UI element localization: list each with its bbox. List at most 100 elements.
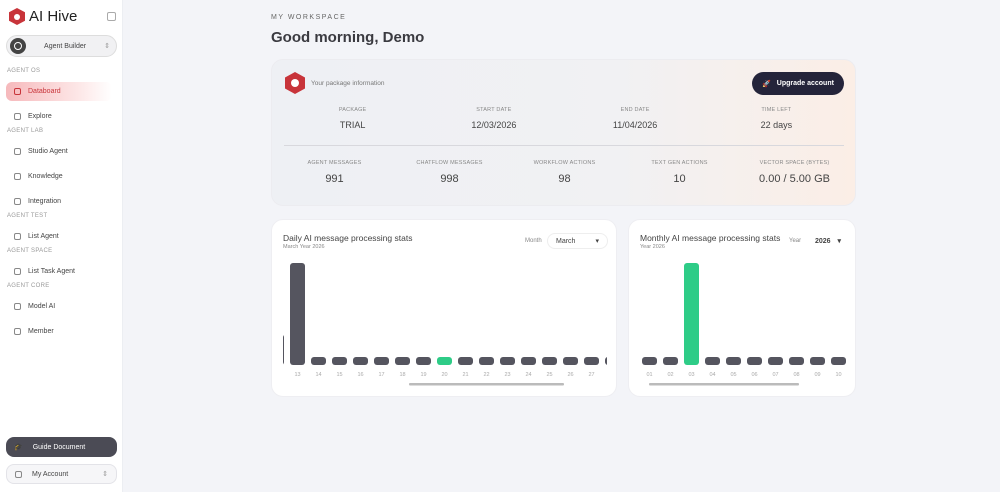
x-tick-label: 09 [814,372,820,378]
bar-25[interactable] [542,357,557,365]
bar-01[interactable] [642,357,657,365]
bar-10[interactable] [831,357,846,365]
bar-05[interactable] [726,357,741,365]
bar-18[interactable] [395,357,410,365]
bar-22[interactable] [479,357,494,365]
graduation-cap-icon: 🎓 [14,444,23,451]
bar-20[interactable] [437,357,452,365]
x-tick-label: 12 [273,372,279,378]
usage-stat: CHATFLOW MESSAGES 998 [392,160,507,185]
bar-08[interactable] [789,357,804,365]
bar-13[interactable] [290,263,305,365]
sidebar-item-label: List Agent [28,233,59,240]
x-tick-label: 21 [462,372,468,378]
sidebar-item-list-agent[interactable]: List Agent [6,227,112,246]
plan-stat: END DATE 11/04/2026 [565,107,706,130]
sidebar-item-knowledge[interactable]: Knowledge [6,167,112,186]
explore-icon [14,113,21,120]
bar-09[interactable] [810,357,825,365]
bar-28[interactable] [605,357,618,365]
bar-12[interactable] [272,334,284,365]
monthly-chart: 01 02 03 04 05 06 07 08 09 10 [642,263,846,386]
chevron-down-icon: ▾ [595,238,599,245]
plan-stat: PACKAGE TRIAL [282,107,423,130]
hive-logo-icon [285,72,305,94]
bar-14[interactable] [311,357,326,365]
sidebar-item-label: Model AI [28,303,56,310]
sidebar-item-label: Knowledge [28,173,63,180]
stat-value: 991 [325,173,344,185]
sidebar-item-list-task-agent[interactable]: List Task Agent [6,262,112,281]
account-label: My Account [32,470,69,478]
stat-value: 10 [673,173,686,185]
x-tick-label: 26 [567,372,573,378]
x-tick-label: 05 [730,372,736,378]
bar-07[interactable] [768,357,783,365]
x-tick-label: 01 [646,372,652,378]
sidebar-item-model-ai[interactable]: Model AI [6,297,112,316]
chevron-updown-icon: ⇕ [102,471,108,478]
sidebar-item-member[interactable]: Member [6,322,112,341]
x-tick-label: 23 [504,372,510,378]
brand-logo[interactable]: AI Hive [9,8,77,25]
upgrade-account-button[interactable]: 🚀 Upgrade account [752,72,844,95]
stat-value: 98 [558,173,571,185]
year-select[interactable]: 2026 ▾ [807,233,849,249]
bar-16[interactable] [353,357,368,365]
x-tick-label: 25 [546,372,552,378]
x-tick-label: 02 [667,372,673,378]
bar-19[interactable] [416,357,431,365]
workspace-selector[interactable]: Agent Builder ⇕ [6,35,117,57]
x-tick-label: 17 [378,372,384,378]
guide-document-button[interactable]: 🎓 Guide Document [6,437,117,457]
stat-value: 11/04/2026 [612,120,658,130]
knowledge-icon [14,173,21,180]
bar-24[interactable] [521,357,536,365]
task-icon [14,268,21,275]
my-account-button[interactable]: My Account ⇕ [6,464,117,484]
month-label: Month [525,238,542,244]
dashboard-icon [14,88,21,95]
bar-23[interactable] [500,357,515,365]
sidebar-item-label: Databoard [28,88,61,95]
bar-04[interactable] [705,357,720,365]
sidebar-item-label: List Task Agent [28,268,75,275]
horizontal-scrollbar[interactable] [649,383,799,386]
sidebar-item-studio-agent[interactable]: Studio Agent [6,142,112,161]
bar-17[interactable] [374,357,389,365]
member-icon [14,328,21,335]
stat-label: AGENT MESSAGES [307,160,362,166]
bar-27[interactable] [584,357,599,365]
x-tick-label: 15 [336,372,342,378]
stat-value: TRIAL [339,120,366,130]
sidebar-item-databoard[interactable]: Databoard [6,82,112,101]
bar-06[interactable] [747,357,762,365]
bar-02[interactable] [663,357,678,365]
sidebar-item-explore[interactable]: Explore [6,107,112,126]
hive-logo-icon [9,8,25,25]
bar-26[interactable] [563,357,578,365]
usage-stat: AGENT MESSAGES 991 [277,160,392,185]
x-tick-label: 13 [294,372,300,378]
sidebar-item-integration[interactable]: Integration [6,192,112,211]
sidebar-item-label: Member [28,328,54,335]
month-select[interactable]: March ▾ [547,233,608,249]
usage-stat: WORKFLOW ACTIONS 98 [507,160,622,185]
x-tick-label: 06 [751,372,757,378]
plan-stat: TIME LEFT 22 days [706,107,847,130]
stat-value: 12/03/2026 [471,120,517,130]
chart-title: Daily AI message processing stats [283,233,413,243]
horizontal-scrollbar[interactable] [409,383,564,386]
bar-21[interactable] [458,357,473,365]
collapse-sidebar-icon[interactable] [107,12,116,21]
x-tick-label: 24 [525,372,531,378]
month-value: March [556,237,576,245]
page-title: Good morning, Demo [271,29,425,46]
year-value: 2026 [815,237,831,245]
chart-title: Monthly AI message processing stats [640,233,781,243]
chevron-updown-icon: ⇕ [104,43,110,50]
bar-15[interactable] [332,357,347,365]
stat-label: VECTOR SPACE (BYTES) [759,160,830,166]
x-tick-label: 03 [688,372,694,378]
bar-03[interactable] [684,263,699,365]
